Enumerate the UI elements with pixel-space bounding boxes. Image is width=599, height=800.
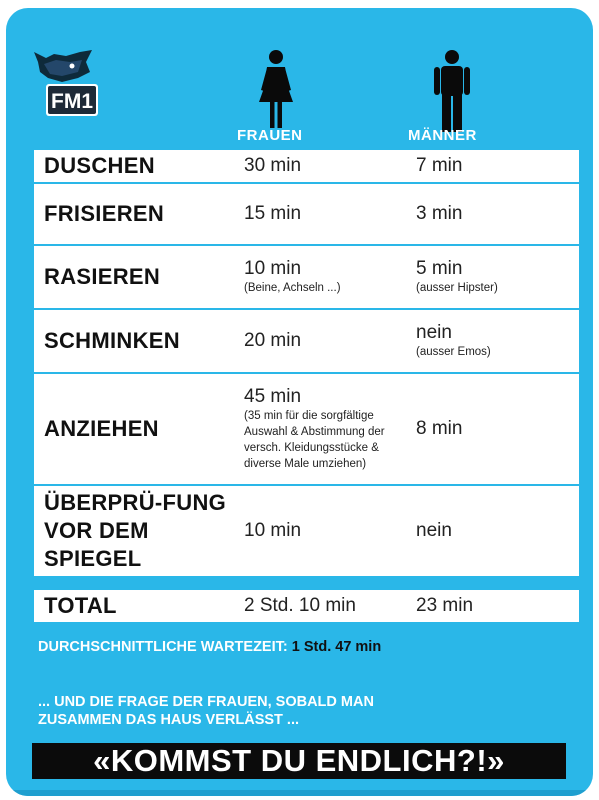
fm1-logo: FM1	[34, 50, 98, 116]
row-label: ÜBERPRÜ-FUNG VOR DEM SPIEGEL	[44, 490, 227, 571]
table-row-total: TOTAL 2 Std. 10 min 23 min	[34, 590, 579, 622]
column-header-women: FRAUEN	[237, 127, 303, 144]
women-total: 2 Std. 10 min	[244, 595, 356, 616]
men-total: 23 min	[416, 595, 474, 616]
men-time: 7 min	[416, 155, 463, 176]
row-label: RASIEREN	[44, 264, 161, 289]
table-row-schminken: SCHMINKEN 20 min nein (ausser Emos)	[34, 310, 579, 372]
men-time: 5 min	[416, 258, 463, 279]
table-row-frisieren: FRISIEREN 15 min 3 min	[34, 184, 579, 244]
table-row-spiegel: ÜBERPRÜ-FUNG VOR DEM SPIEGEL 10 min nein	[34, 486, 579, 576]
infographic-card: FM1 FRAUEN MÄNNER DUSCHEN 30 min 7 min F…	[6, 8, 593, 796]
table-row-rasieren: RASIEREN 10 min (Beine, Achseln ...) 5 m…	[34, 246, 579, 308]
women-note: (Beine, Achseln ...)	[244, 282, 341, 294]
woman-icon	[259, 50, 293, 128]
logo-text: FM1	[51, 90, 93, 113]
average-label: DURCHSCHNITTLICHE WARTEZEIT:	[38, 639, 288, 655]
total-label: TOTAL	[44, 593, 117, 618]
women-time: 15 min	[244, 203, 302, 224]
question-text: ... UND DIE FRAGE DER FRAUEN, SOBALD MAN…	[38, 693, 374, 729]
table-row-duschen: DUSCHEN 30 min 7 min	[34, 150, 579, 182]
punchline-banner: «KOMMST DU ENDLICH?!»	[32, 743, 566, 779]
women-time: 10 min	[244, 258, 302, 279]
row-label: SCHMINKEN	[44, 328, 180, 353]
question-line-1: ... UND DIE FRAGE DER FRAUEN, SOBALD MAN	[38, 694, 374, 710]
average-wait: DURCHSCHNITTLICHE WARTEZEIT: 1 Std. 47 m…	[38, 639, 381, 655]
column-header-men: MÄNNER	[408, 127, 477, 144]
men-time: 3 min	[416, 203, 463, 224]
row-label: DUSCHEN	[44, 153, 155, 178]
average-value: 1 Std. 47 min	[291, 639, 382, 655]
men-note: (ausser Emos)	[416, 346, 491, 358]
bull-head-icon	[34, 50, 92, 82]
women-time: 30 min	[244, 155, 302, 176]
women-time: 10 min	[244, 520, 302, 541]
question-line-2: ZUSAMMEN DAS HAUS VERLÄSST ...	[38, 712, 300, 728]
man-icon	[434, 50, 470, 132]
women-time: 45 min	[244, 386, 302, 407]
table-row-anziehen: ANZIEHEN 45 min (35 min für die sorgfält…	[34, 374, 579, 484]
men-note: (ausser Hipster)	[416, 282, 498, 294]
row-label: ANZIEHEN	[44, 416, 159, 441]
women-time: 20 min	[244, 330, 302, 351]
men-time: nein	[416, 322, 452, 343]
row-label: FRISIEREN	[44, 201, 165, 226]
men-time: nein	[416, 520, 452, 541]
women-note: (35 min für die sorgfältige Auswahl & Ab…	[244, 410, 385, 470]
men-time: 8 min	[416, 418, 463, 439]
